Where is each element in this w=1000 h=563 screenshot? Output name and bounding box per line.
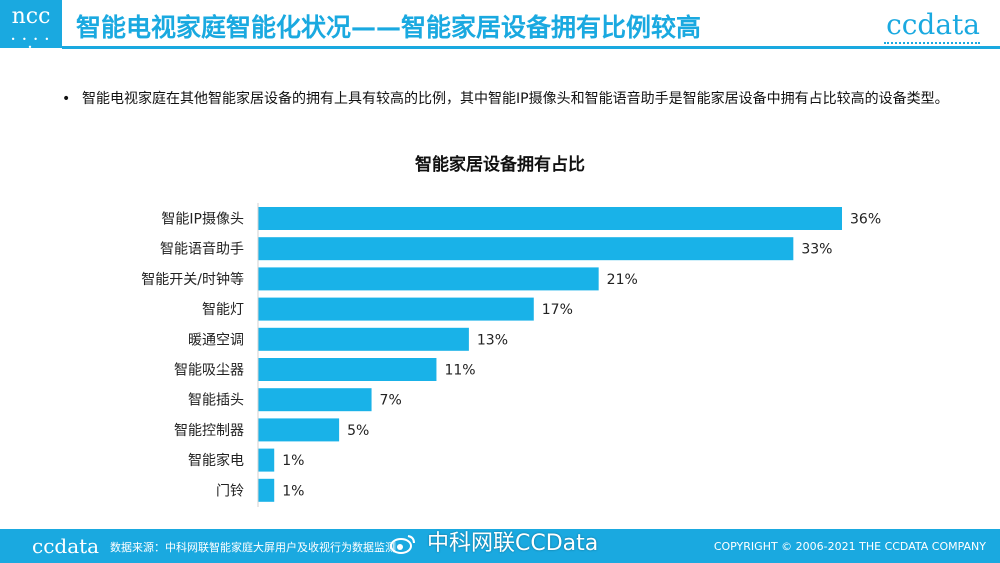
- value-label: 7%: [380, 393, 402, 409]
- bar: [258, 388, 372, 412]
- bar: [258, 448, 275, 472]
- category-label: 智能IP摄像头: [161, 212, 244, 228]
- chart-title: 智能家居设备拥有占比: [415, 155, 585, 175]
- category-label: 智能开关/时钟等: [141, 271, 244, 288]
- value-label: 1%: [282, 483, 304, 499]
- header-divider: [62, 46, 1000, 49]
- value-label: 21%: [607, 272, 638, 288]
- value-label: 33%: [801, 242, 832, 258]
- category-label: 智能插头: [188, 393, 244, 409]
- bar: [258, 237, 794, 261]
- bar: [258, 297, 534, 321]
- ccdata-logo-text: ccdata: [886, 8, 980, 41]
- ccdata-logo: ccdata: [880, 8, 980, 44]
- value-label: 17%: [542, 302, 573, 318]
- value-label: 13%: [477, 332, 508, 348]
- value-label: 5%: [347, 423, 369, 439]
- category-label: 门铃: [216, 483, 244, 499]
- bar: [258, 418, 340, 442]
- category-label: 智能灯: [202, 302, 244, 318]
- footer: ccdata 数据来源：中科网联智能家庭大屏用户及收视行为数据监测 COPYRI…: [0, 529, 1000, 563]
- bar-chart: 智能IP摄像头 36% 智能语音助手 33% 智能开关/时钟等 21% 智能灯 17% 暖通空调…: [141, 203, 881, 507]
- footer-logo: ccdata: [32, 534, 100, 558]
- watermark-text: 中科网联CCData: [427, 531, 599, 556]
- bar: [258, 327, 469, 351]
- category-label: 暖通空调: [188, 332, 244, 348]
- watermark: 中科网联CCData: [390, 525, 598, 557]
- category-label: 智能控制器: [174, 423, 244, 439]
- value-label: 36%: [850, 212, 881, 228]
- ccdata-logo-underline: [884, 42, 980, 46]
- data-source: 数据来源：中科网联智能家庭大屏用户及收视行为数据监测: [110, 541, 396, 554]
- bullet-marker: •: [62, 91, 71, 107]
- bar: [258, 478, 275, 502]
- header: ncc • • • • • 智能电视家庭智能化状况——智能家居设备拥有比例较高 …: [0, 0, 1000, 62]
- ncc-logo-text: ncc: [11, 4, 51, 29]
- weibo-icon: [390, 535, 415, 554]
- category-label: 智能家电: [188, 452, 244, 469]
- bullet-text: 智能电视家庭在其他智能家居设备的拥有上具有较高的比例，其中智能IP摄像头和智能语…: [82, 91, 949, 107]
- page-title: 智能电视家庭智能化状况——智能家居设备拥有比例较高: [76, 13, 702, 42]
- value-label: 11%: [444, 363, 475, 379]
- ncc-logo: ncc • • • • •: [0, 0, 62, 52]
- ncc-logo-dots: • • • • •: [10, 35, 52, 52]
- value-label: 1%: [282, 453, 304, 469]
- category-label: 智能吸尘器: [174, 363, 244, 379]
- copyright: COPYRIGHT © 2006-2021 THE CCDATA COMPANY: [713, 540, 986, 553]
- bar: [258, 207, 842, 230]
- bar: [258, 267, 599, 291]
- category-label: 智能语音助手: [160, 241, 244, 258]
- bar: [258, 358, 437, 381]
